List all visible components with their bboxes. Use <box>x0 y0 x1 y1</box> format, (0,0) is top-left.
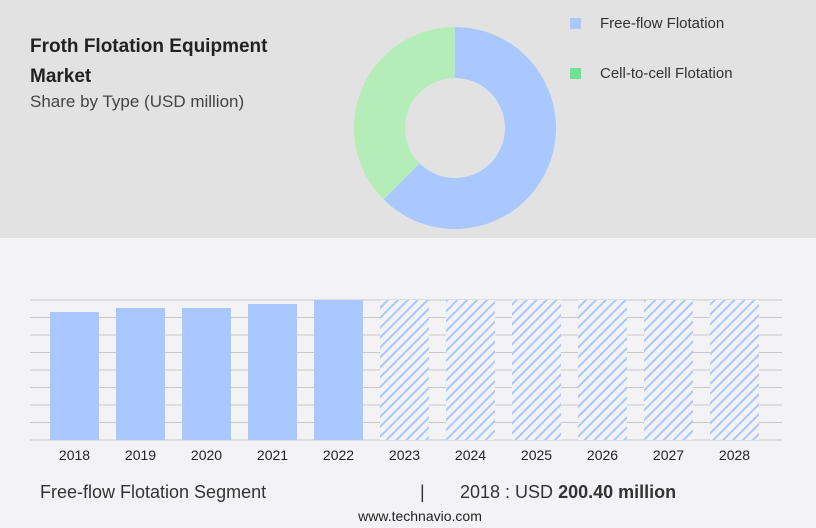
x-tick-label: 2024 <box>455 447 486 463</box>
footer-value: 2018 : USD 200.40 million <box>460 482 676 503</box>
bar-forecast-2024 <box>446 300 495 440</box>
chart-subtitle: Share by Type (USD million) <box>30 92 245 111</box>
bar-2021 <box>248 304 297 440</box>
bar-2020 <box>182 307 231 440</box>
donut-slice-1 <box>353 27 455 200</box>
x-tick-label: 2025 <box>521 447 552 463</box>
x-tick-label: 2018 <box>59 447 90 463</box>
footer-year: 2018 : USD <box>460 482 554 502</box>
x-tick-label: 2028 <box>719 447 750 463</box>
x-tick-label: 2019 <box>125 447 156 463</box>
bar-2019 <box>116 307 165 440</box>
bar-forecast-2025 <box>512 300 561 440</box>
footer-amount: 200.40 million <box>558 482 677 502</box>
bar-2022 <box>314 300 363 440</box>
x-tick-label: 2023 <box>389 447 420 463</box>
chart-title: Froth Flotation Equipment Market <box>30 36 268 87</box>
legend-item-cell-to-cell: Cell-to-cell Flotation <box>570 65 733 82</box>
bar-2018 <box>50 312 99 440</box>
donut-slice-0 <box>383 27 556 229</box>
x-tick-label: 2022 <box>323 447 354 463</box>
legend-label: Cell-to-cell Flotation <box>600 65 733 82</box>
bar-forecast-2023 <box>380 300 429 440</box>
x-tick-label: 2027 <box>653 447 684 463</box>
legend-swatch <box>570 68 581 79</box>
footer-divider: | <box>420 482 425 502</box>
x-tick-label: 2021 <box>257 447 288 463</box>
legend-label: Free-flow Flotation <box>600 15 725 32</box>
legend-item-free-flow: Free-flow Flotation <box>570 15 724 32</box>
bar-forecast-2026 <box>578 300 627 440</box>
x-tick-label: 2026 <box>587 447 618 463</box>
legend-swatch <box>570 18 581 29</box>
bar-forecast-2028 <box>710 300 759 440</box>
x-tick-label: 2020 <box>191 447 222 463</box>
website: www.technavio.com <box>358 508 482 524</box>
footer-segment: Free-flow Flotation Segment <box>40 482 267 502</box>
bar-forecast-2027 <box>644 300 693 440</box>
